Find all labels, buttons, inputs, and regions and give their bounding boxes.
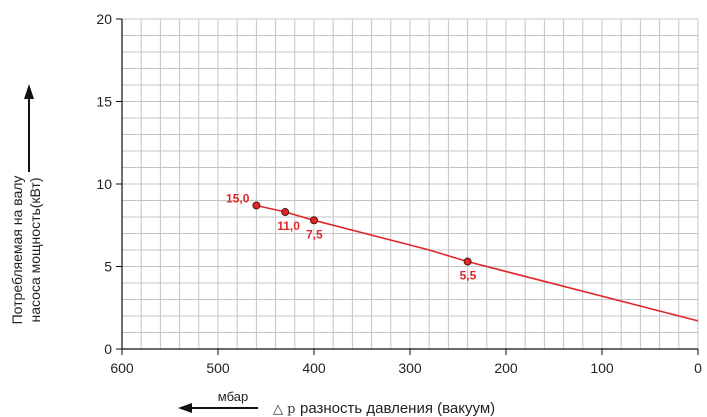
x-tick-label: 600 (110, 360, 134, 376)
x-tick-label: 500 (206, 360, 230, 376)
series (256, 204, 699, 322)
data-label: 11,0 (277, 219, 300, 233)
y-axis-label-line2: насоса мощность(кВт) (27, 177, 43, 322)
y-axis-label-line1: Потребляемая на валу (9, 176, 25, 325)
data-label: 7,5 (306, 227, 323, 241)
x-axis-delta-symbol: △ p (273, 402, 295, 417)
x-axis-arrow-icon (178, 403, 258, 413)
y-tick-label: 0 (104, 341, 112, 357)
data-point (281, 208, 290, 217)
data-markers: 15,0 11,0 7,5 5,5 (226, 191, 477, 282)
y-tick-label: 5 (104, 259, 112, 275)
x-tick-label: 100 (590, 360, 614, 376)
x-tick-label: 200 (494, 360, 518, 376)
axes (116, 18, 699, 355)
x-tick-label: 0 (694, 360, 702, 376)
series-line (256, 204, 699, 322)
y-tick-label: 20 (96, 11, 112, 27)
y-tick-label: 10 (96, 176, 112, 192)
data-label: 5,5 (460, 269, 477, 283)
x-tick-label: 400 (302, 360, 326, 376)
x-tick-label: 300 (398, 360, 422, 376)
y-axis-arrow-icon (24, 84, 34, 172)
tick-labels: 0 5 10 15 20 600 500 400 300 200 100 0 (96, 11, 702, 376)
grid (121, 18, 699, 350)
data-point (310, 216, 318, 225)
data-label: 15,0 (226, 191, 250, 205)
x-axis-unit: мбар (218, 389, 248, 404)
data-point (252, 201, 261, 210)
x-axis-label: разность давления (вакуум) (300, 400, 495, 417)
data-point (463, 257, 472, 266)
y-tick-label: 15 (96, 94, 112, 110)
